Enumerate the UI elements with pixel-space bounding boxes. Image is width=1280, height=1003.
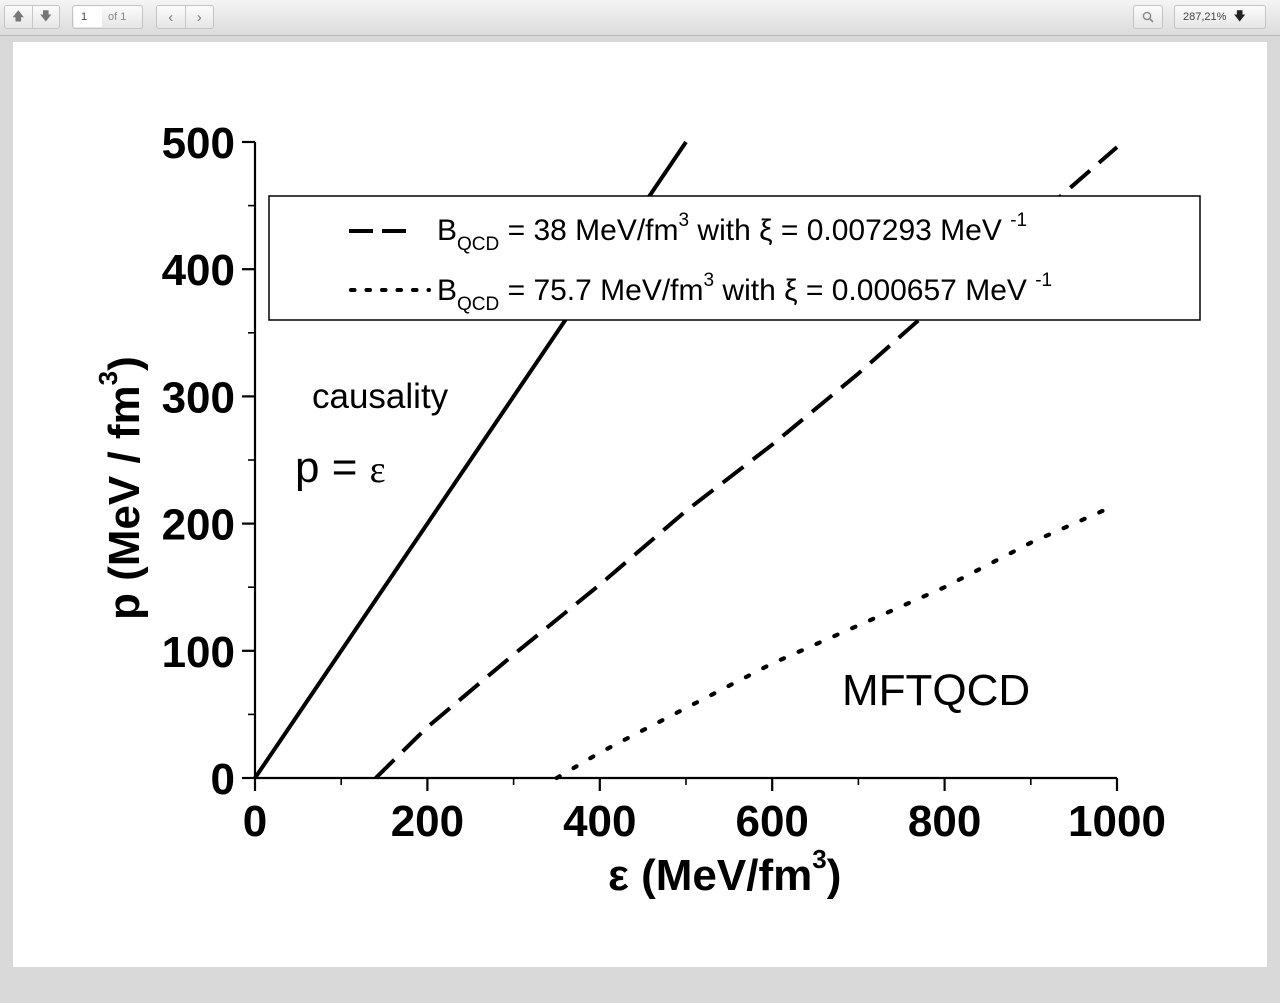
- x-tick-label: 200: [391, 797, 464, 846]
- legend-box: [268, 195, 1201, 321]
- axes: [253, 142, 1117, 780]
- next-page-button[interactable]: 🡇: [33, 6, 60, 28]
- page-chevrons: ‹ ›: [156, 5, 214, 29]
- toolbar-separator: [184, 6, 186, 28]
- arrow-up-icon: 🡅: [12, 8, 25, 23]
- x-tick-label: 1000: [1068, 797, 1166, 846]
- chevron-right-icon: ›: [196, 8, 202, 26]
- page-nav-arrows: 🡅 🡇: [4, 5, 60, 29]
- tick-labels: 0 200 400 600 800 1000 0 100 200 300 400 500: [162, 119, 1166, 846]
- annotation-model: MFTQCD: [842, 666, 1030, 715]
- y-axis-title: p (MeV / fm3): [93, 356, 149, 620]
- x-tick-label: 600: [735, 797, 808, 846]
- x-axis-title: ε (MeV/fm3): [608, 844, 841, 900]
- x-tick-label: 400: [563, 797, 636, 846]
- page-total-label: of 1: [108, 11, 127, 23]
- y-tick-label: 0: [211, 755, 235, 804]
- x-tick-label: 0: [243, 797, 267, 846]
- download-arrow-icon: 🡇: [1233, 8, 1246, 23]
- y-tick-label: 100: [162, 628, 235, 677]
- page-indicator: of 1: [72, 5, 143, 29]
- previous-button[interactable]: ‹: [157, 6, 185, 28]
- axis-ticks: [242, 140, 1119, 791]
- annotation-causality: causality: [312, 377, 449, 416]
- arrow-down-icon: 🡇: [39, 8, 52, 23]
- search-icon: [1142, 11, 1154, 23]
- page-number-input[interactable]: [74, 7, 102, 27]
- chart: 0 200 400 600 800 1000 0 100 200 300 400 500 ε (MeV…: [93, 119, 1201, 900]
- viewer-toolbar: 🡅 🡇 of 1 ‹ › 287,21% 🡇: [0, 0, 1280, 36]
- zoom-level: 287,21%: [1183, 11, 1227, 23]
- y-tick-label: 200: [162, 501, 235, 550]
- chevron-left-icon: ‹: [168, 8, 174, 26]
- toolbar-separator: [31, 6, 33, 28]
- y-tick-label: 500: [162, 119, 235, 168]
- previous-page-button[interactable]: 🡅: [5, 6, 32, 28]
- x-tick-label: 800: [908, 797, 981, 846]
- series-line-dotted: [554, 502, 1120, 781]
- legend-entry-dotted: BQCD = 75.7 MeV/fm3 with ξ = 0.000657 Me…: [437, 270, 1052, 315]
- y-tick-label: 300: [162, 373, 235, 422]
- annotation-p-equals-epsilon: p = ε: [295, 443, 386, 492]
- legend-entry-dashed: BQCD = 38 MeV/fm3 with ξ = 0.007293 MeV …: [437, 210, 1027, 255]
- zoom-control[interactable]: 287,21% 🡇: [1174, 5, 1266, 29]
- legend: BQCD = 38 MeV/fm3 with ξ = 0.007293 MeV …: [268, 195, 1201, 321]
- next-button[interactable]: ›: [186, 6, 214, 28]
- document-page: 0 200 400 600 800 1000 0 100 200 300 400 500 ε (MeV…: [13, 42, 1267, 967]
- y-tick-label: 400: [162, 246, 235, 295]
- search-button[interactable]: [1133, 5, 1163, 29]
